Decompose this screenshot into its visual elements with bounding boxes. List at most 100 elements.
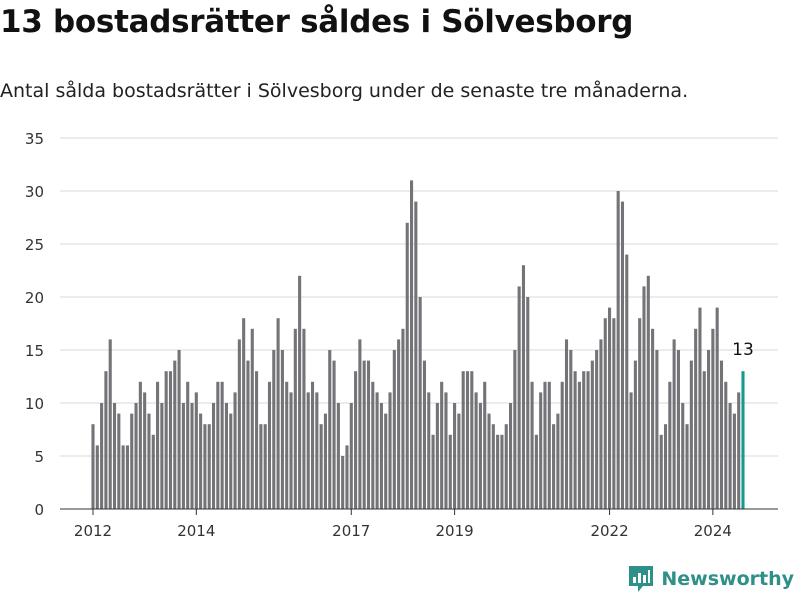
bar — [173, 360, 177, 509]
bar — [526, 297, 530, 509]
bar — [375, 392, 379, 509]
bar — [689, 360, 693, 509]
bar — [590, 360, 594, 509]
y-tick-label: 25 — [25, 236, 44, 254]
data-label: 13 — [732, 340, 754, 360]
bar — [207, 424, 211, 509]
newsworthy-icon — [629, 566, 654, 592]
bar — [608, 307, 612, 509]
bar — [220, 381, 224, 509]
bar — [612, 318, 616, 509]
bar — [599, 339, 603, 509]
bar — [332, 360, 336, 509]
bar — [461, 371, 465, 509]
bar — [659, 434, 663, 509]
bar — [366, 360, 371, 509]
bar — [521, 265, 526, 509]
bar — [539, 392, 543, 509]
bar — [302, 328, 306, 509]
bar — [620, 201, 625, 509]
bar — [181, 403, 185, 509]
bar — [298, 275, 302, 509]
bar — [371, 381, 375, 509]
bar — [190, 403, 194, 509]
bar — [199, 413, 203, 509]
y-tick-label: 20 — [25, 289, 44, 307]
bar — [405, 222, 409, 510]
y-tick-label: 30 — [25, 183, 44, 201]
bar — [491, 424, 495, 509]
x-tick-label: 2019 — [435, 522, 473, 540]
bar — [685, 424, 689, 509]
bar — [487, 413, 491, 509]
bar — [702, 371, 706, 509]
bar — [435, 403, 439, 509]
bar — [285, 381, 289, 509]
bar — [504, 424, 508, 509]
bar — [272, 350, 276, 509]
bar — [728, 403, 732, 509]
bar — [418, 297, 422, 509]
bar — [414, 201, 418, 509]
brand-logo: Newsworthy — [627, 564, 794, 594]
bar — [478, 403, 482, 509]
bar — [732, 413, 736, 509]
bar — [564, 339, 569, 509]
bar — [595, 350, 599, 509]
bar — [681, 403, 685, 509]
bar — [354, 371, 358, 509]
bar — [401, 328, 405, 509]
bar — [560, 381, 564, 509]
bar — [397, 339, 401, 509]
bar — [242, 318, 246, 509]
bar — [534, 434, 538, 509]
bar — [250, 328, 254, 509]
bar — [409, 180, 414, 509]
bar — [427, 392, 431, 509]
y-tick-label: 10 — [25, 395, 44, 413]
bar — [156, 381, 160, 509]
bar — [440, 381, 444, 509]
bar — [164, 371, 168, 509]
bar — [341, 456, 345, 509]
x-tick-label: 2024 — [694, 522, 732, 540]
bar — [95, 445, 99, 509]
x-tick-label: 2012 — [74, 522, 112, 540]
bar — [104, 371, 108, 509]
bar — [668, 381, 672, 509]
chart-subtitle: Antal sålda bostadsrätter i Sölvesborg u… — [0, 80, 689, 102]
bar — [530, 381, 534, 509]
bar — [470, 371, 474, 509]
bar — [569, 350, 573, 509]
bar — [134, 403, 138, 509]
bar — [698, 307, 702, 509]
bar — [138, 381, 142, 509]
bar — [194, 392, 198, 509]
bar — [694, 328, 698, 509]
bar — [319, 424, 323, 509]
bar — [676, 350, 680, 509]
bar — [737, 392, 741, 509]
chart-title: 13 bostadsrätter såldes i Sölvesborg — [0, 4, 634, 40]
bar — [246, 360, 250, 509]
bar — [358, 339, 362, 509]
bar — [513, 350, 517, 509]
bar — [310, 381, 315, 509]
bar — [112, 403, 117, 509]
bar — [663, 424, 668, 509]
bar — [547, 381, 551, 509]
bar — [379, 403, 383, 509]
bar — [263, 424, 267, 509]
x-tick-label: 2022 — [590, 522, 628, 540]
bar — [362, 360, 366, 509]
bar — [625, 254, 629, 509]
bar — [384, 413, 388, 509]
bar — [453, 403, 457, 509]
bar — [388, 392, 392, 509]
bar — [168, 371, 173, 509]
bar — [707, 350, 711, 509]
bar — [315, 392, 319, 509]
bar — [143, 392, 147, 509]
bar — [280, 350, 284, 509]
bar — [483, 381, 487, 509]
